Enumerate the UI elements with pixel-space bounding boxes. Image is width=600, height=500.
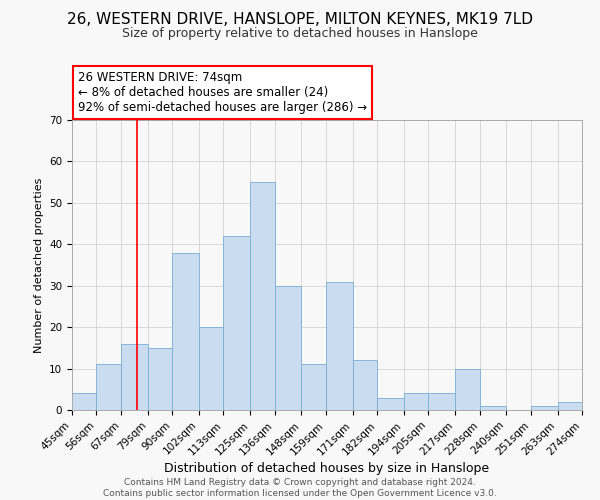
Bar: [199, 327, 223, 410]
Bar: [455, 368, 479, 410]
Bar: [148, 348, 172, 410]
Bar: [404, 394, 428, 410]
X-axis label: Distribution of detached houses by size in Hanslope: Distribution of detached houses by size …: [164, 462, 490, 475]
Bar: [428, 394, 455, 410]
Bar: [250, 182, 275, 410]
Bar: [172, 252, 199, 410]
Bar: [301, 364, 326, 410]
Bar: [223, 236, 250, 410]
Text: 26 WESTERN DRIVE: 74sqm
← 8% of detached houses are smaller (24)
92% of semi-det: 26 WESTERN DRIVE: 74sqm ← 8% of detached…: [78, 71, 367, 114]
Bar: [531, 406, 557, 410]
Text: Size of property relative to detached houses in Hanslope: Size of property relative to detached ho…: [122, 28, 478, 40]
Bar: [97, 364, 121, 410]
Bar: [377, 398, 404, 410]
Bar: [275, 286, 301, 410]
Bar: [479, 406, 506, 410]
Y-axis label: Number of detached properties: Number of detached properties: [34, 178, 44, 352]
Bar: [72, 394, 97, 410]
Bar: [121, 344, 148, 410]
Bar: [557, 402, 582, 410]
Text: 26, WESTERN DRIVE, HANSLOPE, MILTON KEYNES, MK19 7LD: 26, WESTERN DRIVE, HANSLOPE, MILTON KEYN…: [67, 12, 533, 28]
Bar: [326, 282, 353, 410]
Bar: [353, 360, 377, 410]
Text: Contains HM Land Registry data © Crown copyright and database right 2024.
Contai: Contains HM Land Registry data © Crown c…: [103, 478, 497, 498]
